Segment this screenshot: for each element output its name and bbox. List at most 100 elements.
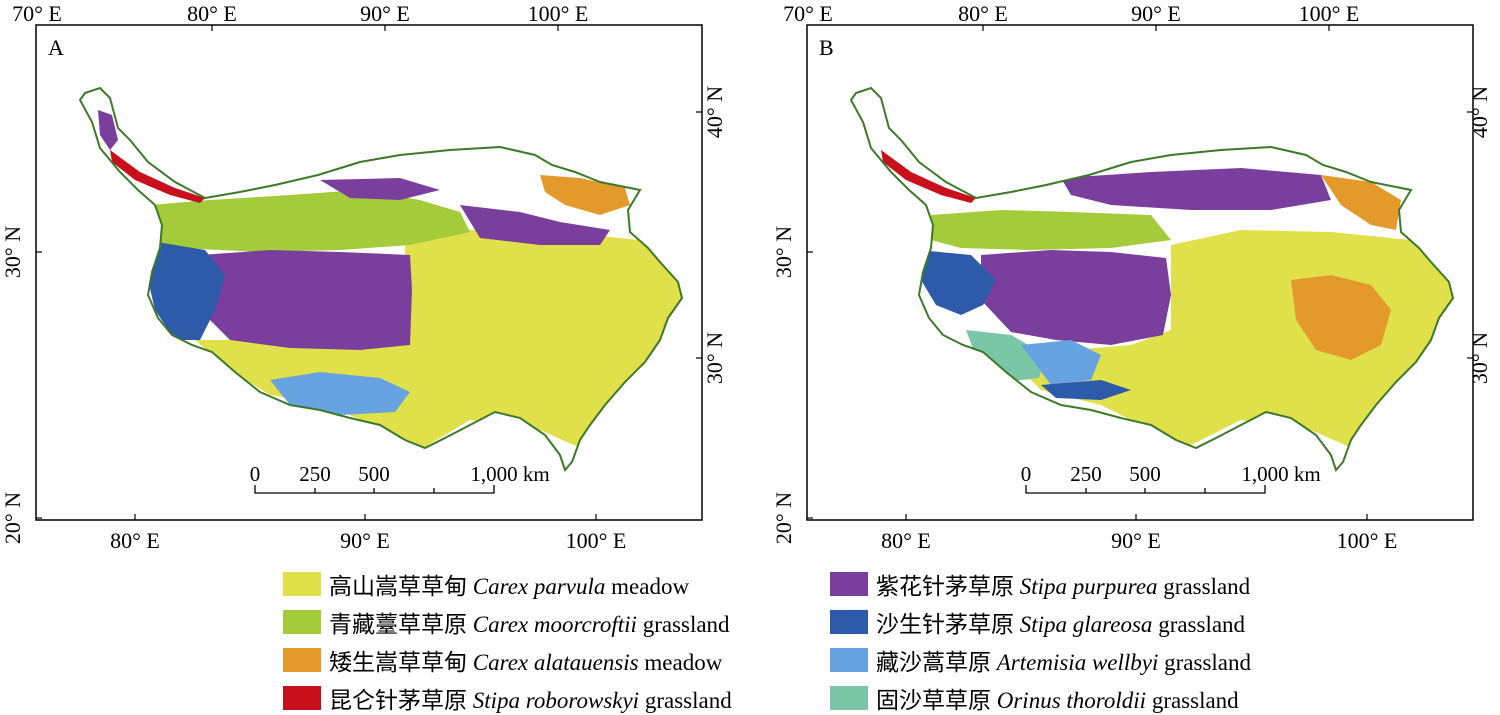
tick-bottom-80e: 80° E (110, 528, 160, 553)
legend-swatch (283, 648, 321, 672)
left-tick-marks (36, 251, 42, 519)
right-tick-marks (1467, 111, 1473, 359)
vegetation-layer (881, 150, 1453, 450)
top-tick-marks (982, 25, 1330, 31)
legend-latin: Orinus thoroldii (996, 688, 1147, 713)
tick-right-30n: 30° N (702, 332, 727, 384)
legend-type: meadow (611, 574, 690, 599)
legend-latin: Stipa roborowskyi (472, 688, 640, 713)
tick-left-30n: 30° N (0, 226, 25, 278)
tick-top-80e: 80° E (187, 1, 237, 26)
legend-item-stipa-glareosa: 沙生针茅草原 Stipa glareosa grassland (830, 607, 1245, 637)
tick-left-20n: 20° N (771, 492, 796, 544)
legend-swatch (283, 686, 321, 710)
tick-top-100e: 100° E (1299, 1, 1360, 26)
tick-right-40n: 40° N (1467, 86, 1492, 138)
panel-label: B (819, 35, 834, 60)
legend-cn: 藏沙蒿草原 (876, 650, 991, 675)
tick-left-20n: 20° N (0, 492, 25, 544)
legend-swatch (283, 572, 321, 596)
tick-bottom-90e: 90° E (1111, 528, 1161, 553)
legend-latin: Stipa glareosa (1019, 612, 1153, 637)
legend-type: grassland (1164, 650, 1251, 675)
region-stipa-purpurea (200, 250, 412, 350)
region-stipa-purpurea-ne (460, 205, 610, 245)
legend-type: grassland (1151, 688, 1239, 713)
legend-cn: 矮生嵩草草甸 (329, 650, 467, 675)
legend-type: grassland (644, 688, 732, 713)
scale-label-500: 500 (1129, 462, 1161, 486)
region-stipa-purpurea-n (320, 178, 440, 200)
legend-swatch (283, 610, 321, 634)
map-figure: A 70° E 80° E 90° E 100° E 80° E 90° E 1… (0, 1, 1492, 553)
tick-right-30n: 30° N (1467, 332, 1492, 384)
legend-type: meadow (644, 650, 723, 675)
legend-cn: 固沙草草原 (876, 688, 991, 713)
legend-latin: Artemisia wellbyi (996, 650, 1159, 675)
tick-top-70e: 70° E (783, 1, 833, 26)
legend-item-stipa-purpurea: 紫花针茅草原 Stipa purpurea grassland (830, 569, 1250, 599)
tick-top-90e: 90° E (1131, 1, 1181, 26)
tick-top-100e: 100° E (528, 1, 589, 26)
legend-item-artemisia-wellbyi: 藏沙蒿草原 Artemisia wellbyi grassland (830, 645, 1251, 675)
scale-bar: 0 250 500 1,000 km (1021, 462, 1321, 494)
legend-cn: 紫花针茅草原 (876, 574, 1014, 599)
scale-bar: 0 250 500 1,000 km (250, 462, 550, 494)
legend-cn: 高山嵩草草甸 (329, 574, 467, 599)
scale-label-1000: 1,000 km (1241, 462, 1320, 486)
legend-swatch (830, 610, 868, 634)
bottom-tick-marks (905, 514, 1368, 520)
region-stipa-glareosa-s (1041, 380, 1131, 400)
scale-label-250: 250 (1070, 462, 1102, 486)
tick-left-30n: 30° N (771, 226, 796, 278)
legend-item-carex-alatauensis: 矮生嵩草草甸 Carex alatauensis meadow (283, 645, 722, 675)
legend-swatch (830, 572, 868, 596)
region-carex-alatauensis (1291, 275, 1391, 360)
right-tick-marks (696, 111, 702, 359)
legend-latin: Carex parvula (472, 574, 606, 599)
legend-cn: 青藏薹草草原 (329, 612, 467, 637)
top-tick-marks (211, 25, 559, 31)
map-panel-a: A 70° E 80° E 90° E 100° E 80° E 90° E 1… (0, 1, 727, 553)
map-panel-b: B 70° E 80° E 90° E 100° E 80° E 90° E 1… (771, 1, 1492, 553)
scale-label-0: 0 (1021, 462, 1032, 486)
legend-type: grassland (1158, 612, 1246, 637)
legend-latin: Carex moorcroftii (472, 612, 637, 637)
panel-label: A (48, 35, 64, 60)
legend: 高山嵩草草甸 Carex parvula meadow 青藏薹草草原 Carex… (283, 565, 1383, 713)
legend-latin: Carex alatauensis (472, 650, 639, 675)
map-frame (806, 24, 1474, 521)
tick-bottom-90e: 90° E (340, 528, 390, 553)
region-carex-alatauensis (540, 175, 630, 215)
tick-right-40n: 40° N (702, 86, 727, 138)
region-carex-moorcroftii (150, 190, 470, 252)
legend-swatch (830, 686, 868, 710)
vegetation-layer (98, 110, 682, 450)
tick-bottom-80e: 80° E (881, 528, 931, 553)
legend-latin: Stipa purpurea (1019, 574, 1158, 599)
scale-label-500: 500 (358, 462, 390, 486)
region-stipa-glareosa (919, 250, 996, 315)
scale-label-0: 0 (250, 462, 261, 486)
region-carex-alatauensis-ne (1321, 175, 1401, 230)
tick-bottom-100e: 100° E (1337, 528, 1398, 553)
legend-cn: 昆仑针茅草原 (329, 688, 467, 713)
region-artemisia-wellbyi (270, 372, 410, 415)
map-frame (35, 24, 703, 521)
region-stipa-roborowskyi (110, 150, 205, 203)
legend-type: grassland (1163, 574, 1251, 599)
left-tick-marks (807, 251, 813, 519)
region-stipa-purpurea-w (98, 110, 118, 150)
legend-swatch (830, 648, 868, 672)
bottom-tick-marks (134, 514, 597, 520)
scale-label-250: 250 (299, 462, 331, 486)
tick-top-90e: 90° E (360, 1, 410, 26)
tick-top-80e: 80° E (958, 1, 1008, 26)
region-stipa-purpurea (981, 250, 1171, 345)
tick-top-70e: 70° E (12, 1, 62, 26)
legend-item-carex-parvula: 高山嵩草草甸 Carex parvula meadow (283, 569, 689, 599)
region-carex-moorcroftii (931, 210, 1171, 250)
legend-item-stipa-roborowskyi: 昆仑针茅草原 Stipa roborowskyi grassland (283, 683, 732, 713)
tick-bottom-100e: 100° E (566, 528, 627, 553)
region-stipa-glareosa (145, 240, 225, 340)
